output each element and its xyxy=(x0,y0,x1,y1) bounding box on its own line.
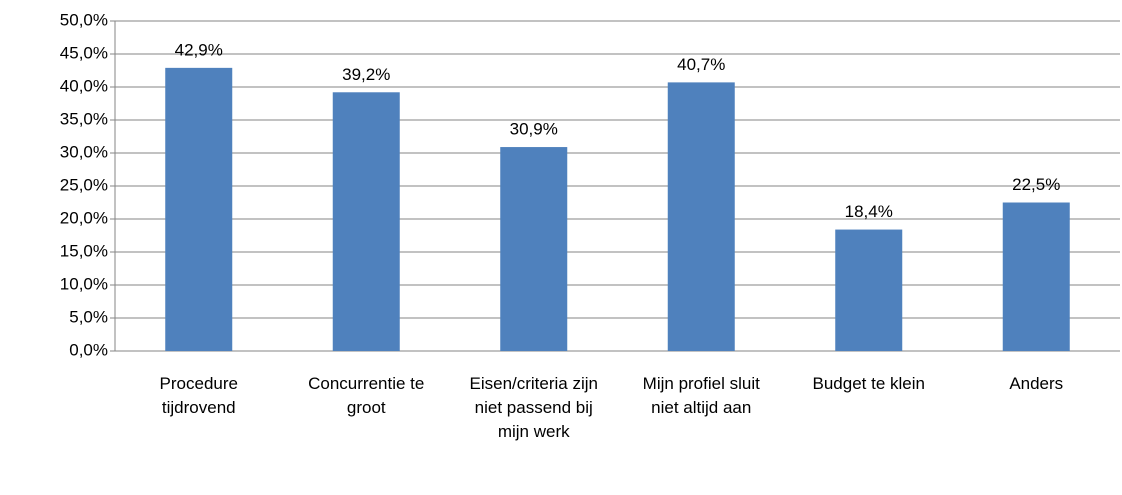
bar xyxy=(500,147,568,351)
data-label: 39,2% xyxy=(342,65,390,84)
x-tick-label: Procedure tijdrovend xyxy=(159,374,238,417)
data-label: 18,4% xyxy=(845,202,893,221)
y-tick-label: 10,0% xyxy=(60,274,108,293)
y-tick-label: 5,0% xyxy=(69,307,108,326)
y-tick-label: 20,0% xyxy=(60,208,108,227)
bar xyxy=(667,82,735,351)
x-tick-label: Eisen/criteria zijn niet passend bij mij… xyxy=(469,374,599,441)
data-label: 42,9% xyxy=(175,40,223,59)
data-label: 30,9% xyxy=(510,120,558,139)
y-tick-label: 40,0% xyxy=(60,76,108,95)
y-tick-label: 25,0% xyxy=(60,175,108,194)
data-label: 40,7% xyxy=(677,55,725,74)
bar xyxy=(165,67,233,352)
bar xyxy=(1002,202,1070,351)
x-tick-label: Mijn profiel sluit niet altijd aan xyxy=(642,374,760,417)
data-label: 22,5% xyxy=(1012,175,1060,194)
y-tick-label: 30,0% xyxy=(60,142,108,161)
x-tick-label: Anders xyxy=(1009,374,1064,393)
bar xyxy=(835,229,903,351)
y-tick-label: 50,0% xyxy=(60,10,108,29)
bar xyxy=(332,92,400,351)
y-tick-label: 15,0% xyxy=(60,241,108,260)
y-tick-label: 0,0% xyxy=(69,340,108,359)
y-tick-label: 35,0% xyxy=(60,109,108,128)
x-tick-label: Concurrentie te groot xyxy=(308,374,425,417)
x-tick-label: Budget te klein xyxy=(812,374,925,393)
y-tick-label: 45,0% xyxy=(60,43,108,62)
